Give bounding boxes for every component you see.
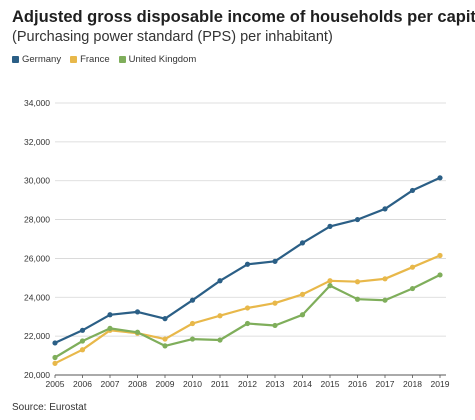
data-point-germany <box>244 261 251 267</box>
source-note: Source: Eurostat <box>12 402 87 413</box>
data-point-united-kingdom <box>217 337 223 343</box>
legend-label-germany: Germany <box>22 54 62 65</box>
x-tick-label: 2009 <box>156 379 175 389</box>
data-point-united-kingdom <box>299 312 306 318</box>
y-tick-label: 34,000 <box>24 98 50 108</box>
data-point-germany <box>354 216 361 223</box>
y-tick-label: 28,000 <box>24 215 50 225</box>
data-point-united-kingdom <box>272 322 278 329</box>
data-point-united-kingdom <box>79 338 86 344</box>
legend: Germany France United Kingdom <box>12 54 196 65</box>
data-point-germany <box>107 312 113 318</box>
data-point-germany <box>327 223 333 229</box>
x-tick-label: 2010 <box>183 379 202 389</box>
data-point-france <box>244 305 251 311</box>
series-line-united-kingdom <box>53 273 442 359</box>
x-tick-label: 2013 <box>266 379 285 389</box>
y-tick-label: 32,000 <box>24 137 50 147</box>
data-point-united-kingdom <box>382 297 388 303</box>
data-point-germany <box>437 175 443 181</box>
data-point-france <box>354 279 361 285</box>
x-tick-label: 2012 <box>238 379 257 389</box>
data-point-germany <box>79 327 86 333</box>
x-tick-label: 2018 <box>403 379 422 389</box>
y-tick-label: 30,000 <box>24 176 50 186</box>
data-point-france <box>217 313 223 319</box>
chart-subtitle: (Purchasing power standard (PPS) per inh… <box>12 29 333 45</box>
x-tick-label: 2005 <box>46 379 65 389</box>
x-tick-label: 2011 <box>211 379 230 389</box>
legend-swatch-france <box>70 56 78 63</box>
legend-item-germany: Germany <box>12 54 61 65</box>
data-point-france <box>79 347 86 353</box>
x-tick-label: 2016 <box>348 379 367 389</box>
legend-swatch-germany <box>12 56 19 63</box>
y-tick-label: 26,000 <box>24 253 50 263</box>
data-point-united-kingdom <box>162 343 168 349</box>
x-tick-label: 2019 <box>431 379 450 389</box>
data-point-united-kingdom <box>107 325 113 331</box>
y-tick-label: 22,000 <box>24 331 50 341</box>
chart-title: Adjusted gross disposable income of hous… <box>12 8 475 26</box>
data-point-germany <box>134 309 141 315</box>
x-tick-label: 2017 <box>376 379 395 389</box>
data-point-germany <box>217 278 223 284</box>
data-point-germany <box>272 258 278 264</box>
x-tick-label: 2008 <box>128 379 147 389</box>
y-tick-label: 20,000 <box>24 370 50 380</box>
legend-label-france: France <box>80 54 110 65</box>
data-point-united-kingdom <box>244 320 251 327</box>
data-point-france <box>382 276 388 282</box>
data-point-france <box>272 300 278 306</box>
x-tick-label: 2007 <box>101 379 120 389</box>
data-point-united-kingdom <box>409 285 416 292</box>
data-point-france <box>52 360 58 366</box>
data-point-germany <box>52 340 58 346</box>
legend-item-france: France <box>70 54 110 65</box>
data-point-united-kingdom <box>134 329 141 335</box>
legend-item-united-kingdom: United Kingdom <box>118 54 197 65</box>
x-tick-label: 2006 <box>73 379 92 389</box>
data-point-germany <box>189 297 196 303</box>
series-line-germany <box>53 176 442 344</box>
legend-label-united-kingdom: United Kingdom <box>128 54 197 65</box>
data-point-france <box>162 336 168 342</box>
data-point-united-kingdom <box>437 272 443 278</box>
data-point-united-kingdom <box>189 336 196 342</box>
data-point-united-kingdom <box>327 283 333 289</box>
data-point-france <box>189 320 196 327</box>
y-tick-label: 24,000 <box>24 292 50 302</box>
data-point-germany <box>162 316 168 322</box>
data-point-france <box>409 264 416 270</box>
legend-swatch-united-kingdom <box>118 56 126 63</box>
data-point-france <box>299 291 306 297</box>
data-point-france <box>327 278 333 284</box>
data-point-germany <box>382 206 388 212</box>
data-point-germany <box>409 187 416 194</box>
data-point-united-kingdom <box>52 354 58 361</box>
data-point-germany <box>299 240 306 246</box>
x-tick-label: 2015 <box>321 379 340 389</box>
data-point-united-kingdom <box>354 296 361 302</box>
data-point-france <box>437 252 443 259</box>
x-tick-label: 2014 <box>293 379 312 389</box>
